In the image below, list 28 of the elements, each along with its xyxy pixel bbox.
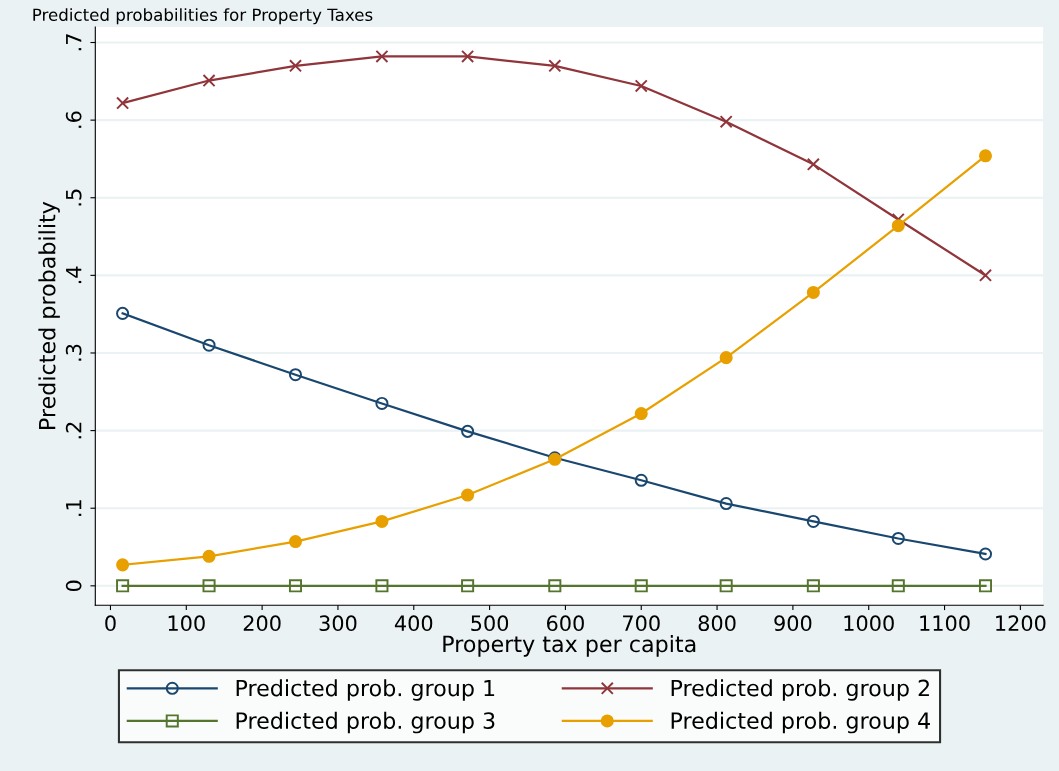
legend-label: Predicted prob. group 2 (671, 679, 929, 701)
y-tick-label: .5 (66, 189, 82, 206)
x-axis-title: Property tax per capita (443, 635, 696, 657)
x-tick-label: 900 (774, 615, 812, 632)
x-tick-label: 1100 (920, 615, 970, 632)
y-axis-title: Predicted probability (38, 201, 60, 429)
y-tick-label: 0 (65, 580, 82, 592)
legend-label: Predicted prob. group 3 (236, 711, 495, 734)
x-tick-label: 700 (623, 615, 660, 632)
legend-label: Predicted prob. group 4 (671, 711, 930, 734)
x-tick-label: 600 (546, 615, 584, 632)
y-tick-label: .1 (66, 500, 82, 516)
x-tick-label: 1000 (844, 615, 894, 632)
x-tick-label: 1200 (996, 615, 1046, 632)
y-tick-label: .4 (66, 266, 82, 284)
x-tick-label: 200 (243, 615, 281, 632)
x-tick-label: 500 (471, 615, 509, 632)
x-tick-label: 0 (105, 615, 116, 632)
y-tick-label: .2 (65, 422, 82, 439)
chart-title: Predicted probabilities for Property Taxes (33, 8, 373, 25)
y-tick-label: .7 (66, 34, 82, 51)
y-tick-label: .6 (65, 111, 82, 128)
legend-label: Predicted prob. group 1 (236, 679, 495, 701)
x-tick-label: 300 (319, 615, 357, 632)
x-tick-label: 100 (168, 615, 205, 632)
x-tick-label: 400 (394, 615, 433, 632)
x-tick-label: 800 (698, 615, 736, 632)
y-tick-label: .3 (65, 344, 82, 361)
